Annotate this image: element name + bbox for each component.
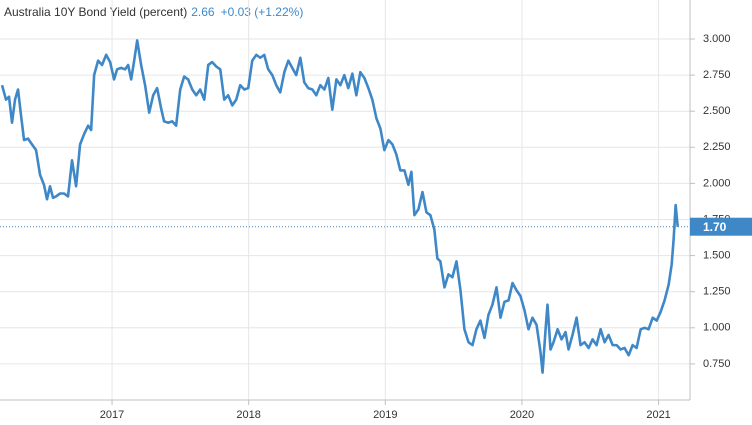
x-tick-label: 2018 — [236, 409, 260, 421]
y-tick-label: 1.250 — [703, 286, 731, 298]
y-tick-label: 1.000 — [703, 322, 731, 334]
y-tick-label: 2.250 — [703, 141, 731, 153]
chart-title: Australia 10Y Bond Yield (percent) — [4, 5, 187, 19]
line-series — [0, 39, 679, 374]
y-tick-label: 1.500 — [703, 250, 731, 262]
price: 2.66 — [191, 5, 215, 19]
x-tick-label: 2017 — [100, 409, 124, 421]
x-tick-label: 2020 — [510, 409, 534, 421]
current-value-label: 1.70 — [703, 220, 727, 234]
x-tick-label: 2019 — [373, 409, 397, 421]
y-tick-label: 2.000 — [703, 177, 731, 189]
y-tick-label: 2.750 — [703, 69, 731, 81]
y-tick-label: 2.500 — [703, 105, 731, 117]
change: +0.03 (+1.22%) — [221, 5, 304, 19]
y-tick-label: 3.000 — [703, 33, 731, 45]
y-tick-label: 0.750 — [703, 358, 731, 370]
chart-header: Australia 10Y Bond Yield (percent) 2.66 +0… — [4, 5, 303, 19]
x-tick-label: 2021 — [646, 409, 670, 421]
current-value-box — [690, 217, 752, 236]
